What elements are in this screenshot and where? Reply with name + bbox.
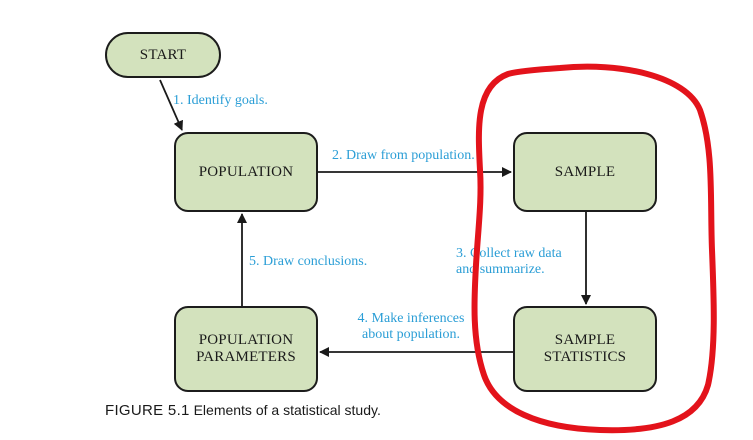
start-node: START [105, 32, 221, 78]
step-2-label: 2. Draw from population. [332, 148, 475, 163]
arrow-start-to-population [159, 79, 183, 131]
step-1-label: 1. Identify goals. [173, 93, 268, 108]
sample-node: SAMPLE [513, 132, 657, 212]
figure-caption-text: Elements of a statistical study. [193, 402, 381, 418]
step-4-label: 4. Make inferences about population. [357, 311, 465, 342]
step-5-label: 5. Draw conclusions. [249, 254, 368, 269]
figure-number: FIGURE 5.1 [105, 402, 190, 419]
population-parameters-node: POPULATION PARAMETERS [174, 306, 318, 392]
figure-caption: FIGURE 5.1 Elements of a statistical stu… [105, 402, 381, 419]
step-3-label: 3. Collect raw data and summarize. [456, 246, 562, 277]
sample-statistics-node: SAMPLE STATISTICS [513, 306, 657, 392]
population-node: POPULATION [174, 132, 318, 212]
